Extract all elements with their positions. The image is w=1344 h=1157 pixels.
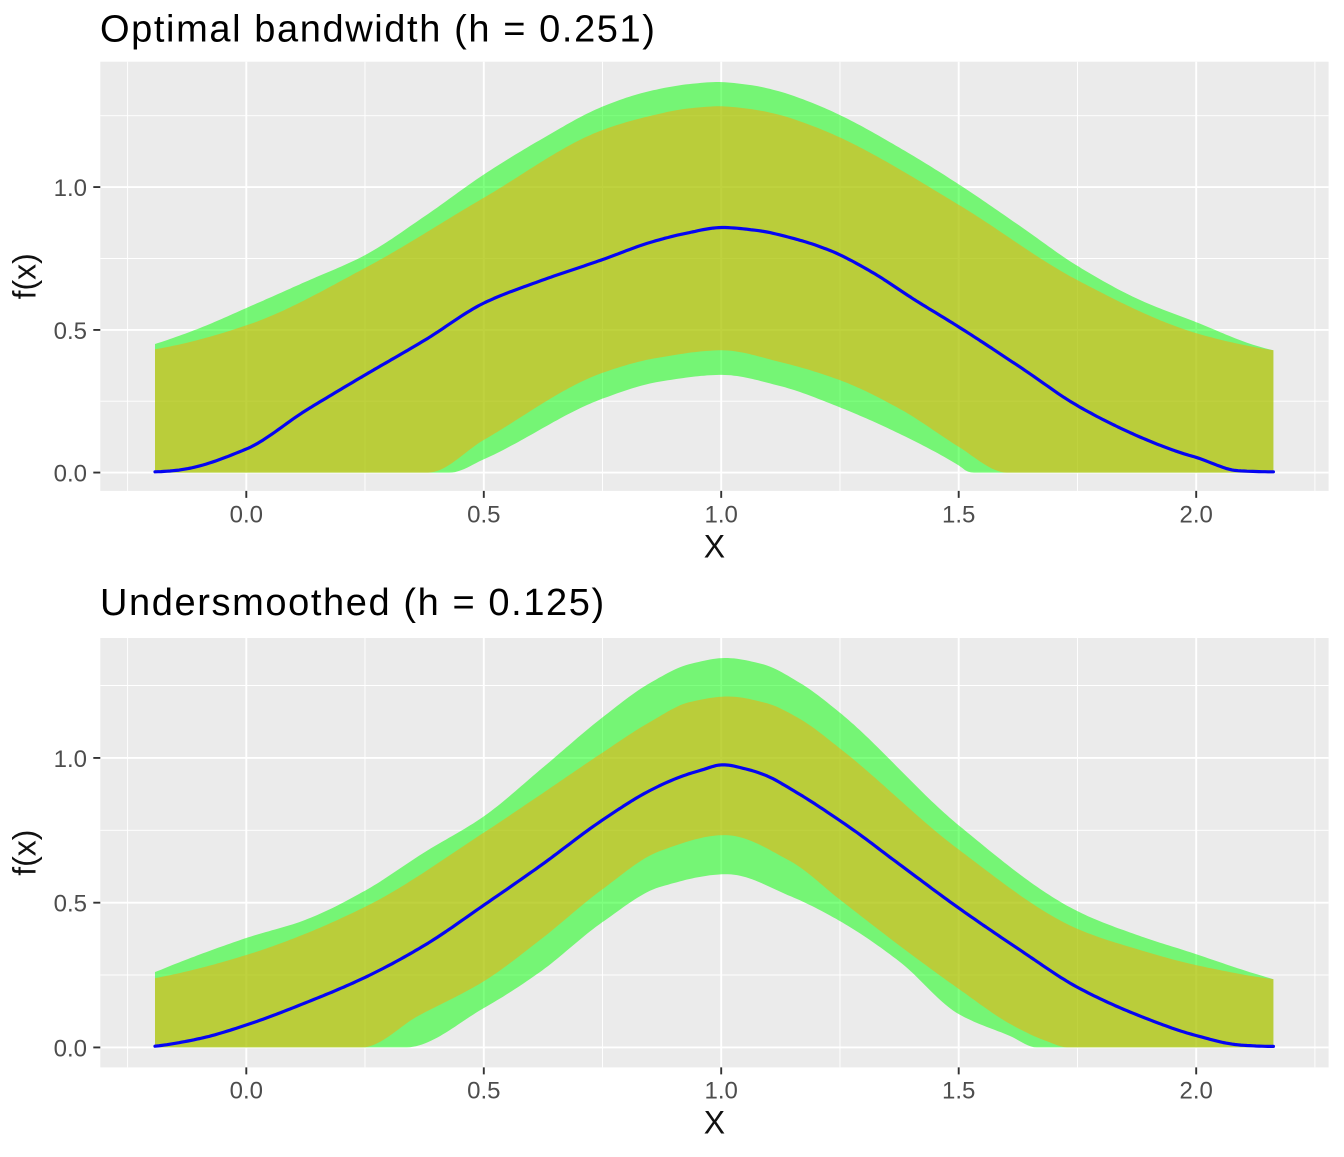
svg-text:f(x): f(x) <box>7 830 43 876</box>
svg-text:Undersmoothed (h = 0.125): Undersmoothed (h = 0.125) <box>100 582 606 624</box>
svg-text:0.0: 0.0 <box>230 1078 263 1105</box>
svg-text:0.0: 0.0 <box>54 461 87 488</box>
svg-text:2.0: 2.0 <box>1180 1078 1213 1105</box>
svg-text:X: X <box>704 1105 725 1141</box>
svg-text:0.5: 0.5 <box>54 318 87 345</box>
svg-text:0.0: 0.0 <box>230 501 263 528</box>
svg-text:X: X <box>704 529 725 565</box>
svg-text:0.5: 0.5 <box>54 891 87 918</box>
svg-text:0.5: 0.5 <box>467 501 500 528</box>
svg-text:0.5: 0.5 <box>467 1078 500 1105</box>
svg-text:Optimal bandwidth (h = 0.251): Optimal bandwidth (h = 0.251) <box>100 9 657 51</box>
svg-text:f(x): f(x) <box>7 253 43 299</box>
svg-text:1.5: 1.5 <box>942 501 975 528</box>
svg-text:1.0: 1.0 <box>705 1078 738 1105</box>
svg-text:1.0: 1.0 <box>705 501 738 528</box>
svg-text:1.0: 1.0 <box>54 175 87 202</box>
svg-text:1.5: 1.5 <box>942 1078 975 1105</box>
svg-text:0.0: 0.0 <box>54 1035 87 1062</box>
svg-text:1.0: 1.0 <box>54 746 87 773</box>
svg-text:2.0: 2.0 <box>1180 501 1213 528</box>
